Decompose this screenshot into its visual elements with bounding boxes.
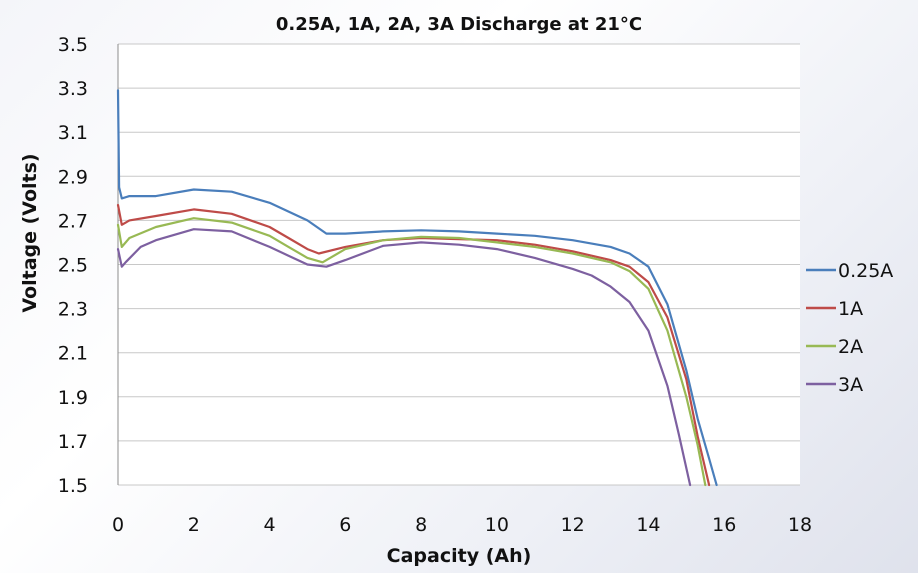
y-tick-label: 1.7 bbox=[58, 431, 88, 453]
x-axis-label: Capacity (Ah) bbox=[387, 545, 532, 567]
legend-label: 2A bbox=[838, 336, 863, 358]
series-lines bbox=[116, 89, 718, 487]
x-tick-label: 6 bbox=[339, 514, 351, 536]
y-tick-label: 3.3 bbox=[58, 78, 88, 100]
legend-label: 0.25A bbox=[838, 260, 893, 282]
series-line-2A bbox=[116, 217, 707, 487]
y-axis-label: Voltage (Volts) bbox=[19, 153, 41, 312]
y-tick-label: 1.5 bbox=[58, 475, 88, 497]
y-tick-labels: 1.5 1.7 1.9 2.1 2.3 2.5 2.7 2.9 3.1 3.3 3.5 bbox=[58, 34, 88, 497]
x-tick-label: 10 bbox=[485, 514, 509, 536]
x-tick-label: 14 bbox=[636, 514, 660, 536]
x-tick-label: 8 bbox=[415, 514, 427, 536]
x-tick-label: 12 bbox=[561, 514, 585, 536]
series-line-0.25A bbox=[116, 89, 718, 487]
x-tick-label: 18 bbox=[788, 514, 812, 536]
y-tick-label: 2.1 bbox=[58, 343, 88, 365]
y-tick-label: 3.1 bbox=[58, 122, 88, 144]
legend: 0.25A 1A 2A 3A bbox=[806, 260, 893, 396]
y-tick-label: 2.3 bbox=[58, 299, 88, 321]
y-tick-label: 2.5 bbox=[58, 255, 88, 277]
x-tick-label: 0 bbox=[112, 514, 124, 536]
y-tick-label: 1.9 bbox=[58, 387, 88, 409]
x-tick-labels: 0 2 4 6 8 10 12 14 16 18 bbox=[112, 514, 812, 536]
chart-title: 0.25A, 1A, 2A, 3A Discharge at 21°C bbox=[276, 14, 642, 35]
series-line-3A bbox=[116, 228, 692, 487]
legend-label: 1A bbox=[838, 298, 863, 320]
y-tick-label: 2.7 bbox=[58, 210, 88, 232]
legend-label: 3A bbox=[838, 374, 863, 396]
grid-lines bbox=[117, 43, 800, 486]
x-tick-label: 16 bbox=[712, 514, 736, 536]
x-tick-label: 4 bbox=[264, 514, 276, 536]
x-tick-label: 2 bbox=[188, 514, 200, 536]
y-tick-label: 3.5 bbox=[58, 34, 88, 56]
y-tick-label: 2.9 bbox=[58, 166, 88, 188]
